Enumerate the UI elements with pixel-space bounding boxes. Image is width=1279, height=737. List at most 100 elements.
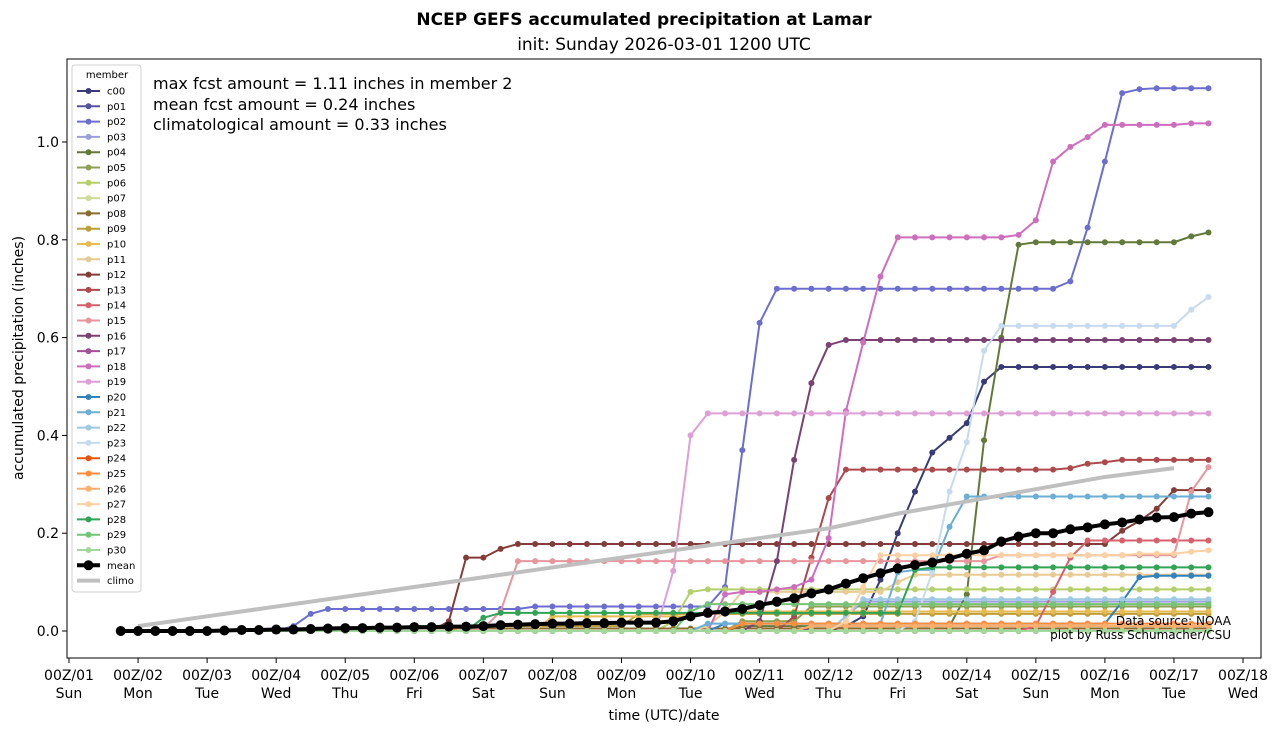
data-point: [1067, 239, 1074, 246]
legend-label: p13: [107, 285, 126, 296]
data-point: [1015, 564, 1022, 571]
data-point: [773, 285, 780, 292]
data-point: [808, 285, 815, 292]
legend-entry-p29: p29: [77, 530, 126, 541]
data-point: [1170, 623, 1177, 630]
data-point: [1032, 586, 1039, 593]
data-point: [1151, 512, 1162, 523]
data-point: [1188, 564, 1195, 571]
data-point: [1032, 239, 1039, 246]
data-point: [739, 410, 746, 417]
data-point: [1050, 337, 1057, 344]
legend-label: p22: [107, 423, 126, 434]
data-point: [929, 410, 936, 417]
x-tick-day: Wed: [1228, 686, 1259, 702]
data-point: [860, 540, 867, 547]
legend-label: p02: [107, 117, 126, 128]
data-point: [894, 466, 901, 473]
data-point: [1067, 628, 1074, 634]
data-point: [1188, 488, 1195, 495]
data-point: [1050, 623, 1057, 630]
data-point: [1050, 628, 1057, 634]
legend-label: p07: [107, 194, 126, 205]
data-point: [1170, 456, 1177, 463]
data-point: [929, 337, 936, 344]
data-point: [583, 603, 590, 610]
data-point: [842, 588, 849, 595]
data-point: [1015, 466, 1022, 473]
data-point: [911, 596, 918, 603]
data-point: [877, 552, 884, 559]
data-point: [1119, 90, 1126, 97]
data-point: [722, 601, 729, 608]
data-point: [1067, 363, 1074, 370]
legend-marker: [85, 241, 92, 247]
legend-label: p27: [107, 500, 126, 511]
data-point: [981, 347, 988, 354]
data-point: [739, 447, 746, 454]
data-point: [981, 601, 988, 608]
legend-label: p05: [107, 163, 126, 174]
data-point: [1205, 464, 1212, 471]
data-point: [791, 558, 798, 565]
data-point: [1084, 596, 1091, 603]
data-point: [929, 466, 936, 473]
data-point: [1032, 552, 1039, 559]
data-point: [1119, 608, 1126, 615]
data-point: [1101, 628, 1108, 634]
data-point: [549, 558, 556, 565]
data-point: [927, 557, 938, 568]
data-point: [894, 530, 901, 537]
data-point: [1153, 564, 1160, 571]
data-point: [532, 628, 539, 634]
data-point: [946, 466, 953, 473]
legend-entry-p17: p17: [77, 347, 126, 358]
data-point: [566, 628, 573, 634]
series-line-p02: [120, 87, 1209, 632]
data-point: [532, 609, 539, 616]
data-point: [1015, 285, 1022, 292]
data-point: [1048, 528, 1059, 539]
series-p15: [117, 464, 1212, 634]
data-point: [1032, 337, 1039, 344]
data-point: [911, 586, 918, 593]
data-point: [911, 410, 918, 417]
data-point: [532, 558, 539, 565]
data-point: [1032, 285, 1039, 292]
legend-label: p21: [107, 408, 126, 419]
data-point: [1205, 601, 1212, 608]
legend-entry-p05: p05: [77, 163, 126, 174]
data-point: [1050, 363, 1057, 370]
data-point: [858, 573, 869, 584]
data-point: [1170, 550, 1177, 557]
data-point: [549, 628, 556, 634]
data-point: [808, 558, 815, 565]
annotation-climo: climatological amount = 0.33 inches: [153, 115, 447, 134]
data-point: [1015, 601, 1022, 608]
data-point: [1101, 608, 1108, 615]
data-point: [1136, 239, 1143, 246]
data-point: [704, 558, 711, 565]
data-point: [1032, 363, 1039, 370]
data-point: [566, 558, 573, 565]
data-point: [979, 545, 990, 556]
data-point: [704, 628, 711, 634]
data-point: [1032, 410, 1039, 417]
data-point: [1153, 363, 1160, 370]
data-point: [1170, 85, 1177, 92]
data-point: [1119, 239, 1126, 246]
data-point: [601, 628, 608, 634]
data-point: [944, 553, 955, 564]
data-point: [1101, 459, 1108, 466]
series-p19: [117, 410, 1212, 634]
data-point: [998, 571, 1005, 578]
data-point: [998, 337, 1005, 344]
data-point: [1067, 493, 1074, 500]
data-point: [756, 558, 763, 565]
data-point: [842, 601, 849, 608]
legend-label: p24: [107, 454, 126, 465]
data-point: [981, 586, 988, 593]
x-tick-label: 00Z/09: [597, 668, 647, 684]
data-point: [825, 558, 832, 565]
data-point: [583, 609, 590, 616]
